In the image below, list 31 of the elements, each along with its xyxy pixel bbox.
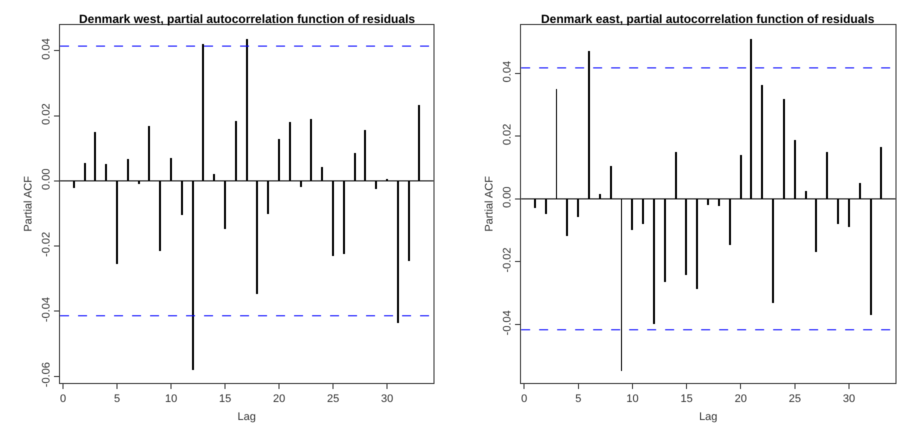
chart-title: Denmark west, partial autocorrelation function of residuals	[79, 12, 416, 26]
x-tick-label: 0	[521, 393, 528, 406]
x-tick-label: 30	[842, 393, 856, 406]
y-tick-label: 0.02	[40, 103, 53, 125]
y-axis-title: Partial ACF	[483, 176, 496, 232]
x-tick-label: 10	[626, 393, 639, 406]
x-tick-label: 15	[218, 393, 232, 406]
x-tick-label: 5	[114, 393, 120, 406]
x-axis-title: Lag	[699, 411, 718, 424]
x-tick-label: 0	[60, 393, 66, 406]
y-tick-label: -0.02	[502, 247, 514, 273]
y-tick-label: -0.04	[40, 296, 53, 322]
y-tick-label: 0.00	[502, 186, 514, 208]
y-axis-title: Partial ACF	[22, 176, 34, 232]
y-tick-label: -0.02	[40, 232, 53, 257]
y-tick-label: -0.04	[502, 310, 514, 336]
chart-title: Denmark east, partial autocorrelation function of residuals	[541, 12, 875, 26]
x-tick-label: 30	[381, 393, 394, 406]
y-tick-label: 0.02	[502, 124, 514, 146]
x-tick-label: 25	[326, 393, 340, 406]
x-tick-label: 5	[575, 393, 582, 406]
y-tick-label: 0.04	[502, 60, 514, 82]
y-tick-label: 0.04	[40, 38, 53, 60]
x-tick-label: 15	[680, 393, 693, 406]
x-tick-label: 10	[164, 393, 178, 406]
x-axis-title: Lag	[238, 411, 256, 424]
y-tick-label: 0.00	[40, 168, 53, 190]
y-tick-label: -0.06	[40, 362, 53, 388]
x-tick-label: 25	[788, 393, 801, 406]
x-tick-label: 20	[272, 393, 286, 406]
x-tick-label: 20	[734, 393, 747, 406]
